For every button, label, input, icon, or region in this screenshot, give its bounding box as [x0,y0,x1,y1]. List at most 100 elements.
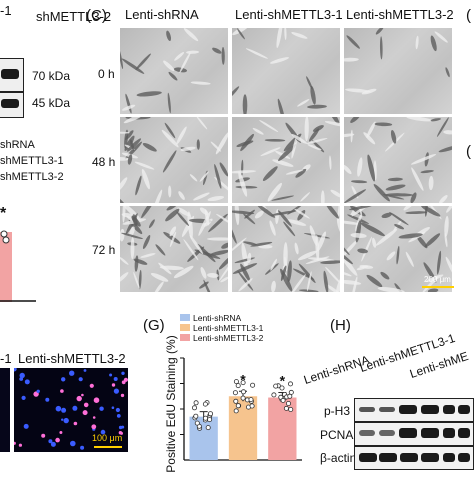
cell-shape [325,206,339,219]
cell-shape [120,256,129,265]
cell-shape [186,50,200,54]
cell-shape [346,35,360,49]
cell-shape [207,195,225,202]
cell-shape [243,241,257,246]
cell-shape [430,35,437,52]
panel-g-chart: Lenti-shRNALenti-shMETTL3-1Lenti-shMETTL… [180,313,302,461]
cell-shape [379,36,383,60]
cell-shape [280,268,293,292]
cell-shape [219,259,228,282]
panel-h-band [399,428,417,438]
cell-shape [344,220,361,225]
data-point [287,393,293,399]
panel-c-micrograph [344,206,452,292]
panel-c-micrograph [120,206,228,292]
panel-f-scale-bar [94,446,122,448]
cell-shape [155,244,166,256]
edu-positive-nucleus [18,443,22,447]
edu-positive-nucleus [111,383,116,387]
cell-shape [153,281,164,292]
data-point [286,401,292,407]
cell-shape [306,271,312,292]
cell-shape [416,234,428,249]
dapi-nucleus [24,379,30,385]
cell-shape [254,210,264,219]
panel-c-row-label-0h: 0 h [98,67,115,81]
cell-shape [167,92,171,114]
cell-shape [120,48,124,70]
data-point [203,415,209,421]
cell-shape [345,88,371,93]
data-point [271,392,277,398]
cell-shape [356,265,369,271]
cell-shape [142,234,151,250]
cell-shape [360,222,385,237]
cell-shape [245,48,268,59]
dapi-nucleus [55,405,62,412]
cell-shape [291,133,298,159]
panel-f-header: Lenti-shMETTL3-2 [18,351,126,366]
significance-star: * [240,371,246,387]
dapi-nucleus [113,377,118,381]
data-point [249,403,255,409]
cell-shape [203,279,214,292]
panel-h-band [359,407,375,412]
cell-shape [344,250,353,265]
cell-shape [373,184,390,202]
data-point [191,405,197,411]
edu-positive-nucleus [59,431,63,434]
panel-h-protein-ph3: p-H3 [324,404,351,418]
cell-shape [351,206,373,217]
cell-shape [380,271,390,280]
panel-a-band-2 [1,99,19,108]
data-point [235,403,241,409]
cell-shape [183,28,199,42]
cell-shape [390,129,397,144]
cell-shape [166,206,178,211]
cell-shape [372,237,377,248]
cell-shape [235,185,258,189]
cell-shape [180,146,196,152]
cell-shape [219,162,228,177]
panel-a-bar-fragment [0,230,36,302]
edu-positive-nucleus [81,393,84,397]
panel-c-micrograph [344,28,452,114]
panel-h-label: (H) [330,317,351,334]
cell-shape [179,52,191,73]
cell-shape [121,58,145,74]
data-point [232,390,238,396]
cell-shape [287,260,292,283]
panel-h-band [379,407,395,412]
edu-positive-nucleus [118,431,123,435]
cell-shape [344,280,362,285]
cell-shape [320,190,325,203]
panel-h-band [443,405,455,414]
legend-label: Lenti-shRNA [193,313,242,323]
cell-shape [193,192,210,201]
cell-shape [351,180,368,184]
edu-positive-nucleus [91,424,97,430]
cell-shape [127,154,133,165]
cell-shape [162,150,177,173]
panel-h-blot-ph3 [354,398,474,422]
dapi-nucleus [111,406,115,409]
data-point [279,385,285,391]
panel-h-blot-pcna [354,422,474,446]
cell-shape [232,86,240,100]
cell-shape [294,242,299,255]
cell-shape [344,57,359,62]
panel-h-blot-bactin [354,446,474,470]
panel-h-band [400,453,418,462]
cell-shape [375,28,384,35]
data-point [202,401,208,407]
cell-shape [270,210,297,216]
cell-shape [406,117,433,122]
cell-shape [349,206,374,211]
cell-shape [187,211,193,240]
cell-shape [237,28,245,40]
panel-c-col-header-2: Lenti-shMETTL3-1 [235,7,343,22]
cell-shape [232,210,255,215]
cell-shape [238,171,248,197]
cell-shape [120,272,129,283]
cell-shape [381,212,392,219]
